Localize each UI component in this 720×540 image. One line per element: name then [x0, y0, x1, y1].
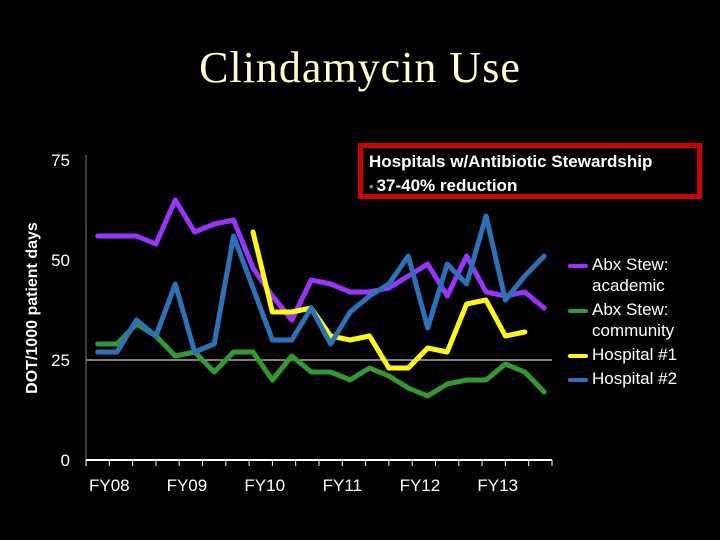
axes — [85, 155, 553, 466]
y-tick-label: 75 — [51, 151, 70, 170]
legend-swatch-hospital-1 — [568, 354, 588, 358]
slide-title: Clindamycin Use — [199, 43, 521, 92]
y-tick-label: 0 — [61, 451, 70, 470]
stewardship-callout: Hospitals w/Antibiotic Stewardship • 37-4… — [358, 143, 702, 199]
legend-swatch-community — [568, 309, 588, 313]
x-tick-label: FY10 — [244, 476, 285, 495]
series-line-3 — [95, 213, 547, 355]
x-tick-label: FY09 — [167, 476, 208, 495]
series-line-2 — [250, 229, 528, 371]
series-line-1 — [95, 321, 547, 399]
x-tick-label: FY13 — [477, 476, 518, 495]
series-lines — [95, 197, 547, 399]
chart-legend: Abx Stew: academic Abx Stew: community H… — [568, 254, 677, 392]
x-tick-label: FY12 — [400, 476, 441, 495]
y-tick-label: 50 — [51, 251, 70, 270]
callout-bullet-text: 37-40% reduction — [376, 176, 518, 195]
callout-heading: Hospitals w/Antibiotic Stewardship — [369, 152, 653, 171]
bullet-icon: • — [369, 179, 374, 194]
legend-label-hospital-1: Hospital #1 — [592, 345, 678, 364]
legend-label-hospital-2: Hospital #2 — [592, 369, 678, 388]
callout-bullet-line: • 37-40% reduction — [369, 174, 691, 199]
legend-swatch-academic — [568, 264, 588, 268]
x-tick-labels: FY08 FY09 FY10 FY11 FY12 FY13 — [89, 476, 518, 495]
legend-item-hospital-1: Hospital #1 — [568, 344, 677, 365]
legend-item-community: Abx Stew: community — [568, 299, 677, 341]
y-tick-labels: 0 25 50 75 — [51, 151, 70, 470]
legend-item-hospital-2: Hospital #2 — [568, 368, 677, 389]
x-tick-label: FY08 — [89, 476, 130, 495]
legend-label-community: Abx Stew: community — [592, 300, 675, 340]
legend-swatch-hospital-2 — [568, 378, 588, 382]
legend-item-academic: Abx Stew: academic — [568, 254, 677, 296]
series-line-0 — [95, 197, 547, 323]
y-tick-label: 25 — [51, 351, 70, 370]
legend-label-academic: Abx Stew: academic — [592, 255, 669, 295]
x-tick-label: FY11 — [323, 476, 362, 495]
